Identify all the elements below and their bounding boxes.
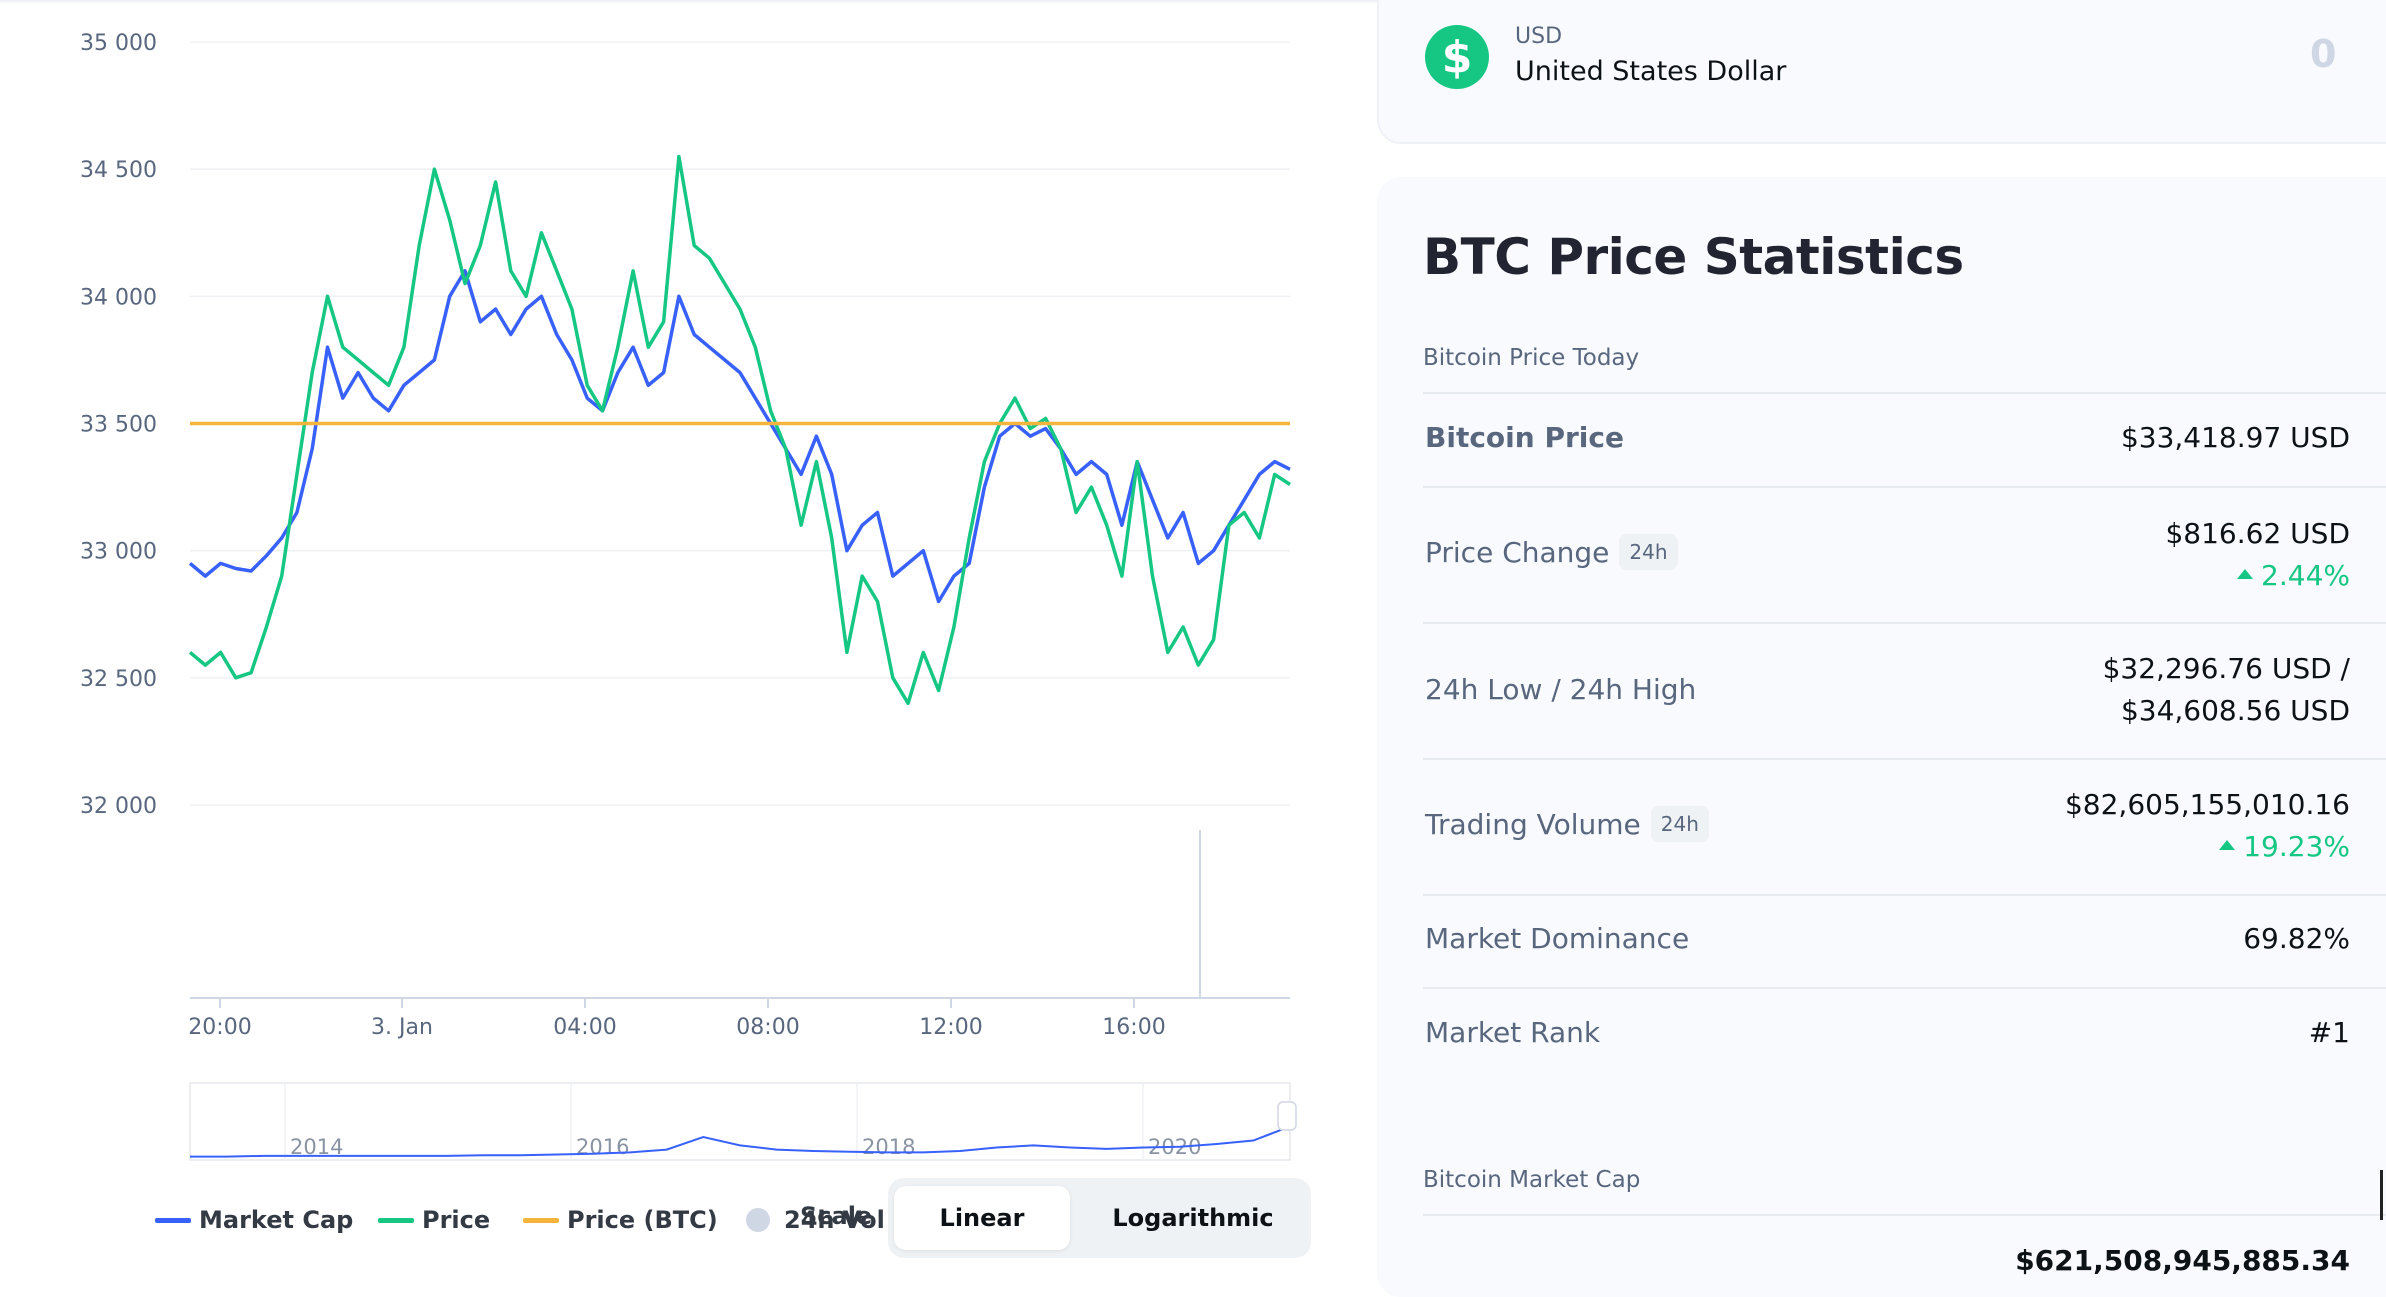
vol-dot	[746, 1208, 770, 1232]
caret-up-icon	[2219, 840, 2236, 850]
dollar-icon: $	[1425, 25, 1489, 89]
divider	[1423, 987, 2386, 989]
top-shadow	[0, 0, 2386, 4]
stat-change-price: 2.44%	[2237, 559, 2350, 592]
stat-label-trading-volume: Trading Volume 24h	[1425, 806, 1709, 842]
divider	[1423, 1214, 2386, 1216]
market-cap-swatch	[155, 1217, 191, 1223]
stat-value-price-change: $816.62 USD	[2165, 517, 2350, 550]
market-cap-line	[188, 269, 1291, 604]
stat-value-market-dominance: 69.82%	[2243, 922, 2350, 955]
divider	[1423, 894, 2386, 896]
stat-label-market-dominance: Market Dominance	[1425, 922, 1690, 955]
stat-change-volume: 19.23%	[2219, 830, 2350, 863]
stat-label-24h-low-high: 24h Low / 24h High	[1425, 673, 1697, 706]
price-chart[interactable]: 35 000 34 500 34 000 33 500 33 000 32 500 32 0…	[0, 0, 1330, 1170]
stat-label-text: Trading Volume	[1425, 807, 1641, 841]
currency-converter-card	[1377, 0, 2386, 144]
navigator-handle	[1277, 1101, 1297, 1131]
x-tick-label: 08:00	[736, 1015, 799, 1040]
legend-label-price: Price	[422, 1206, 491, 1234]
change-percent: 19.23%	[2243, 830, 2350, 863]
x-tick-label: 16:00	[1102, 1015, 1165, 1040]
stat-value-bitcoin-price: $33,418.97 USD	[2120, 421, 2350, 454]
x-tick-label: 04:00	[553, 1015, 616, 1040]
x-tick-label: 3. Jan	[371, 1015, 433, 1040]
stat-value-trading-volume: $82,605,155,010.16	[2064, 788, 2350, 821]
section-title-market-cap: Bitcoin Market Cap	[1423, 1167, 1641, 1193]
price-line	[188, 154, 1291, 706]
legend-item-price-btc[interactable]: Price (BTC)	[523, 1202, 718, 1238]
stat-value-24h-high: $34,608.56 USD	[2120, 694, 2350, 727]
legend-label-price-btc: Price (BTC)	[567, 1206, 718, 1234]
y-tick-label: 32 500	[80, 667, 157, 692]
stat-value-24h-low: $32,296.76 USD /	[2102, 652, 2350, 685]
legend-item-vol[interactable]: 24h Vol	[746, 1202, 885, 1238]
stat-label-price-change: Price Change 24h	[1425, 534, 1678, 570]
y-tick-label: 34 500	[80, 158, 157, 183]
y-tick-label: 33 000	[80, 540, 157, 565]
legend-item-market-cap[interactable]: Market Cap	[155, 1202, 353, 1238]
y-tick-label: 32 000	[80, 794, 157, 819]
scale-label: Scale	[800, 1202, 873, 1230]
x-tick-label: 12:00	[919, 1015, 982, 1040]
divider	[1423, 486, 2386, 488]
section-title-price-today: Bitcoin Price Today	[1423, 345, 1640, 371]
x-tick-label: 20:00	[188, 1015, 251, 1040]
scale-linear-button[interactable]: Linear	[894, 1186, 1070, 1250]
period-badge: 24h	[1650, 806, 1709, 842]
currency-name: United States Dollar	[1515, 56, 1787, 87]
divider	[1423, 392, 2386, 394]
change-percent: 2.44%	[2261, 559, 2350, 592]
price-swatch	[378, 1217, 414, 1223]
stat-label-bitcoin-price: Bitcoin Price	[1425, 421, 1624, 454]
legend-item-price[interactable]: Price	[378, 1202, 490, 1238]
divider	[1423, 622, 2386, 624]
y-tick-label: 34 000	[80, 285, 157, 310]
navigator-year-label: 2018	[862, 1135, 915, 1159]
y-tick-label: 35 000	[80, 31, 157, 56]
navigator-line	[190, 1125, 1291, 1158]
currency-amount-input[interactable]: 0	[2310, 32, 2337, 76]
stat-value-market-cap: $621,508,945,885.34	[2015, 1244, 2350, 1277]
period-badge: 24h	[1619, 534, 1678, 570]
y-tick-label: 33 500	[80, 413, 157, 438]
price-btc-swatch	[523, 1217, 559, 1223]
stat-label-text: Price Change	[1425, 535, 1610, 569]
stats-title: BTC Price Statistics	[1423, 228, 1964, 286]
navigator-year-label: 2016	[576, 1135, 629, 1159]
legend-label-vol: 24h Vol	[784, 1206, 885, 1234]
text-cursor	[2380, 1170, 2383, 1220]
navigator	[189, 1082, 1291, 1161]
legend-label-market-cap: Market Cap	[199, 1206, 354, 1234]
scale-toggle: Linear Logarithmic	[888, 1178, 1311, 1258]
currency-code: USD	[1515, 24, 1563, 49]
divider	[1423, 758, 2386, 760]
stat-label-market-rank: Market Rank	[1425, 1016, 1601, 1049]
scale-logarithmic-button[interactable]: Logarithmic	[1112, 1204, 1274, 1232]
stat-value-market-rank: #1	[2308, 1016, 2350, 1049]
caret-up-icon	[2237, 569, 2254, 579]
price-statistics-panel	[1377, 177, 2386, 1297]
